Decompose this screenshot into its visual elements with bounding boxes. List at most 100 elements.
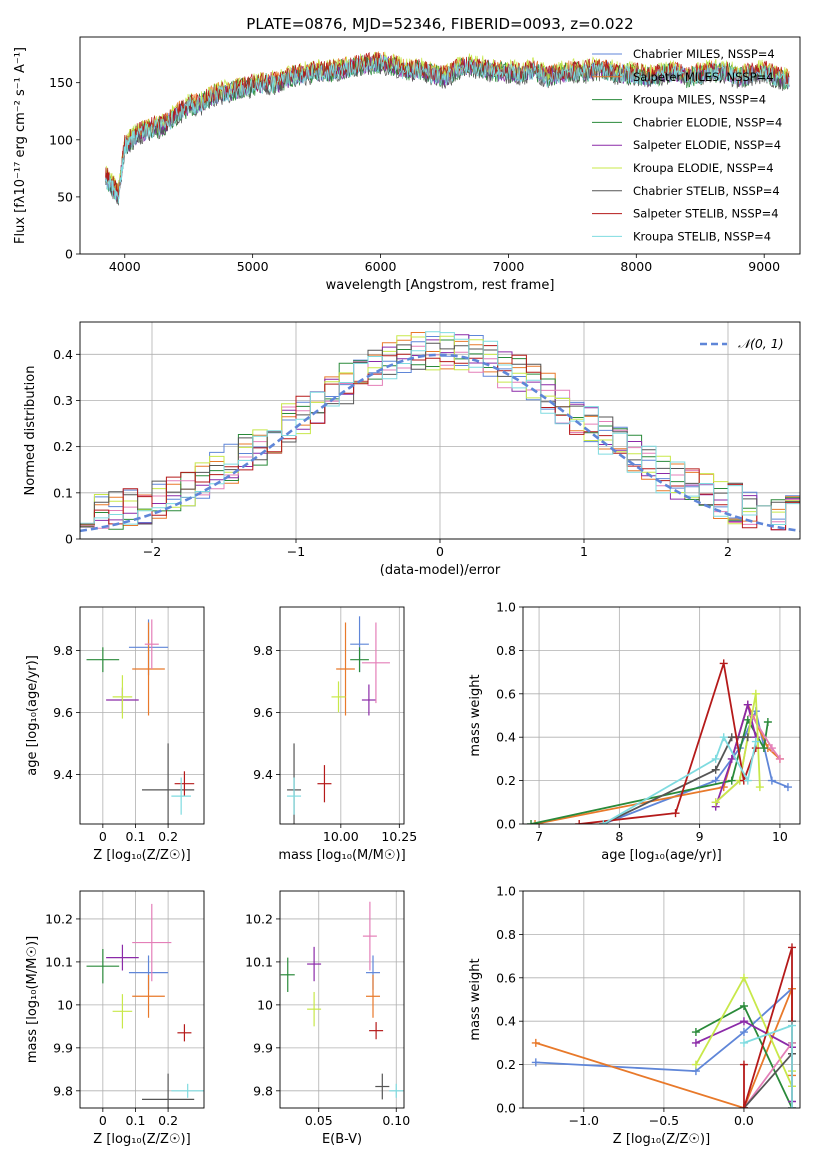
y-tick-label: 0.8	[496, 643, 516, 658]
series-marker	[727, 776, 736, 785]
series-marker	[691, 1060, 700, 1069]
x-tick-label: 8	[615, 829, 623, 844]
series-marker	[739, 1060, 748, 1069]
y-tick-label: 0	[65, 247, 73, 262]
series-marker	[763, 718, 772, 727]
spectrum-series	[105, 54, 790, 204]
x-axis-label: Z [log₁₀(Z/Z☉)]	[93, 1132, 190, 1147]
y-tick-label: 150	[49, 75, 73, 90]
data-point	[307, 991, 322, 1027]
series-marker	[739, 973, 748, 982]
series-marker	[739, 1104, 748, 1108]
data-point	[336, 622, 355, 716]
x-axis-label: E(B-V)	[322, 1132, 362, 1147]
data-point	[280, 957, 295, 992]
x-axis-label: (data-model)/error	[380, 563, 501, 578]
y-axis-label: mass [log₁₀(M/M☉)]	[25, 936, 40, 1063]
plot-area	[287, 616, 390, 824]
data-point	[132, 622, 165, 716]
y-axis-label: mass weight	[468, 674, 483, 756]
series-marker	[751, 737, 760, 746]
axes-frame	[522, 890, 801, 1109]
x-tick-label: 10	[772, 829, 788, 844]
series-marker	[743, 733, 752, 742]
series-marker	[599, 820, 608, 824]
axes-frame	[79, 321, 801, 540]
data-point	[142, 743, 195, 824]
x-tick-label: −1	[287, 544, 305, 559]
y-tick-label: 10.2	[45, 911, 73, 926]
y-tick-label: 9.8	[253, 1083, 273, 1098]
plot-area	[86, 619, 195, 824]
data-point	[177, 1024, 192, 1042]
series-marker	[787, 943, 796, 952]
y-tick-label: 0.0	[496, 817, 516, 832]
axes-frame	[522, 606, 801, 825]
y-tick-label: 0.4	[496, 1014, 516, 1029]
data-point	[375, 1073, 390, 1100]
y-tick-label: 10.2	[245, 911, 273, 926]
x-tick-label: 0.1	[126, 829, 146, 844]
mass-weight-vs-age-chart: 7 8 9 10 0.0 0.2 0.4 0.6 0.8 1.0 age [log₁₀(age/yr…	[468, 600, 801, 863]
x-tick-label: 7000	[493, 259, 525, 274]
series-marker	[759, 744, 768, 753]
x-tick-label: 10.00	[323, 829, 359, 844]
y-tick-label: 9.9	[253, 1040, 273, 1055]
series-marker	[727, 733, 736, 742]
x-tick-label: 6000	[365, 259, 397, 274]
x-axis-label: Z [log₁₀(Z/Z☉)]	[93, 848, 190, 863]
series-marker	[755, 783, 764, 792]
legend-entry: Chabrier MILES, NSSP=4	[633, 47, 775, 61]
x-tick-label: 0	[99, 829, 107, 844]
y-tick-label: 10.1	[45, 954, 73, 969]
y-tick-label: 1.0	[496, 884, 516, 899]
mass-vs-metallicity-chart: 0 0.1 0.2 9.8 9.9 10 10.1 10.2 Z [log₁₀(Z/Z☉)] ma…	[25, 890, 205, 1147]
data-point	[389, 1083, 404, 1098]
y-tick-label: 9.6	[53, 705, 73, 720]
series-marker	[527, 820, 536, 824]
plot-area	[86, 903, 204, 1108]
legend-entry: Chabrier STELIB, NSSP=4	[633, 184, 780, 198]
data-point	[112, 994, 133, 1029]
legend-entry: Chabrier ELODIE, NSSP=4	[633, 115, 782, 129]
legend: Chabrier MILES, NSSP=4 Salpeter MILES, NS…	[592, 47, 782, 243]
data-point	[362, 901, 377, 971]
y-tick-label: 9.4	[253, 767, 273, 782]
y-tick-label: 10	[57, 997, 73, 1012]
age-vs-mass-chart: 10.00 10.25 9.4 9.6 9.8 mass [log₁₀(M/M☉)]	[253, 606, 417, 863]
data-point	[106, 944, 139, 971]
y-axis-label: mass weight	[468, 958, 483, 1040]
plot-area	[80, 331, 800, 533]
y-tick-label: 0.2	[496, 773, 516, 788]
data-point	[86, 647, 120, 673]
legend-entry: Salpeter STELIB, NSSP=4	[633, 207, 779, 221]
x-tick-label: 4000	[109, 259, 141, 274]
data-point	[144, 619, 159, 669]
series-marker	[787, 1021, 796, 1030]
data-point	[112, 675, 133, 719]
axes-frame	[79, 606, 205, 825]
legend-entry: 𝒩(0, 1)	[738, 336, 784, 351]
data-point	[142, 1073, 195, 1108]
residual-histogram	[80, 331, 800, 525]
mass-vs-ebv-chart: 0.05 0.10 9.8 9.9 10 10.1 10.2 E(B-V)	[245, 890, 410, 1147]
series-marker	[531, 1038, 540, 1047]
x-axis-label: wavelength [Angstrom, rest frame]	[326, 278, 555, 293]
y-tick-label: 0.8	[496, 927, 516, 942]
series-marker	[711, 765, 720, 774]
legend-entry: Salpeter MILES, NSSP=4	[633, 70, 774, 84]
data-point	[171, 1083, 204, 1098]
data-point	[369, 1022, 384, 1040]
x-tick-label: 7	[535, 829, 543, 844]
series-marker	[739, 1017, 748, 1026]
x-tick-label: 0	[99, 1113, 107, 1128]
data-point	[132, 974, 165, 1018]
axes-frame	[79, 36, 801, 255]
axes-frame	[279, 606, 405, 825]
series-marker	[719, 733, 728, 742]
mass-weight-vs-metallicity-chart: −1.0 −0.5 0.0 0.0 0.2 0.4 0.6 0.8 1.0 Z [log₁₀(Z/…	[468, 884, 801, 1147]
residual-histogram	[80, 345, 800, 531]
y-tick-label: 9.4	[53, 767, 73, 782]
series-marker	[711, 798, 720, 807]
data-point	[307, 946, 322, 982]
